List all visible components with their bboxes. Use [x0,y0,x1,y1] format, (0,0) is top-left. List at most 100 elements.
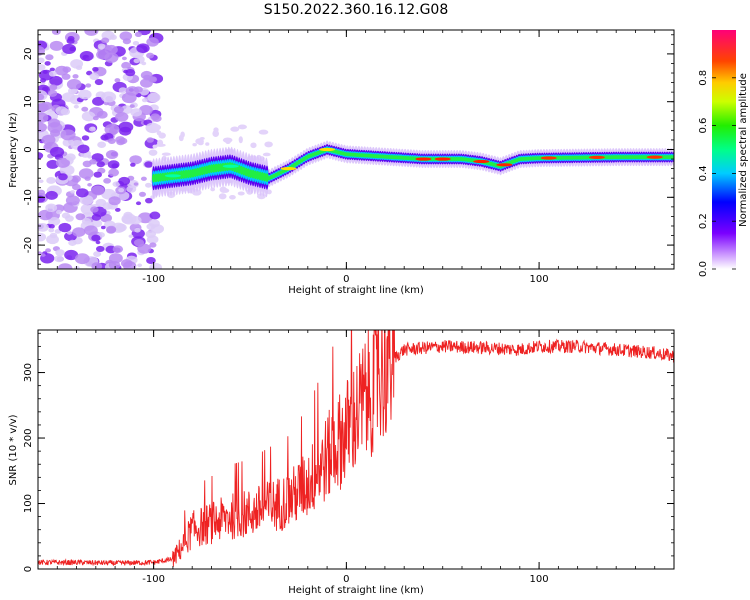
noise-blob [129,155,142,165]
colorbar-gradient [712,30,736,269]
noise-blob [121,56,127,61]
figure-title: S150.2022.360.16.12.G08 [264,2,449,18]
noise-blob [60,129,76,141]
ridge-segment [558,155,563,160]
ridge-segment [265,173,269,183]
noise-blob [100,91,117,103]
ridge-peak [588,155,605,159]
noise-blob [48,217,61,226]
ridge-segment [452,157,456,162]
noise-blob [38,232,47,242]
noise-blob [230,126,240,132]
y-tick-label: 20 [23,48,34,61]
ridge-segment [563,155,567,160]
noise-blob [51,30,61,35]
ridge-segment [431,157,436,162]
noise-blob [122,38,131,45]
noise-blob [129,104,135,108]
noise-blob [66,38,75,45]
noise-blob [97,43,106,50]
ridge-segment [628,155,632,160]
noise-blob [45,248,52,253]
noise-blob [140,176,147,181]
noise-blob [84,30,99,36]
noise-blob [94,78,104,86]
ridge-segment [665,155,669,160]
noise-blob [133,86,143,93]
ridge-segment [609,155,614,160]
x-tick-label: -100 [142,274,165,285]
noise-blob [156,130,162,136]
noise-blob [125,68,136,77]
ridge-peak [415,157,432,161]
noise-blob [38,45,46,56]
noise-blob [118,87,128,94]
noise-blob [139,78,153,88]
noise-blob [108,253,123,264]
ridge-segment [538,156,542,161]
noise-blob [90,206,99,213]
ridge-segment [616,155,621,160]
x-tick-label: -100 [142,574,165,585]
ridge-segment [565,155,570,160]
noise-blob [92,115,99,121]
noise-blob [118,187,125,193]
colorbar-tick-label: 0.2 [698,213,709,229]
ridge-segment [642,155,646,160]
ridge-segment [457,157,461,162]
noise-blob [65,195,80,206]
noise-blob [38,223,49,232]
noise-blob [92,66,99,72]
y-tick-label: 300 [23,363,34,382]
y-tick-label: 10 [23,95,34,108]
noise-blob [118,176,131,186]
ridge-peak [646,155,663,159]
noise-blob [49,75,63,86]
noise-blob [47,118,61,128]
noise-blob [141,61,147,66]
ridge-segment [568,155,572,160]
snr-panel: -100 0 100 0 100 200 300 Height of straight li… [8,329,675,596]
noise-blob [141,98,148,103]
noise-blob [152,124,162,131]
noise-blob [106,226,116,234]
noise-blob [237,191,245,196]
noise-blob [41,86,49,92]
ridge-segment [639,155,644,160]
ridge-segment [584,155,588,160]
noise-blob [38,152,44,160]
noise-blob [84,176,91,181]
ridge-segment [621,155,625,160]
noise-blob [66,78,82,90]
noise-blob [40,253,46,257]
noise-blob [114,78,121,83]
noise-blob [49,84,58,91]
noise-blob [72,183,81,191]
noise-blob [62,43,77,55]
noise-blob [41,134,56,145]
ridge-peak [164,174,181,178]
noise-blob [89,159,97,165]
noise-blob [152,115,162,122]
noise-blob [44,143,52,149]
noise-blob [70,190,76,194]
y-tick-label: -10 [23,189,34,205]
ridge-segment [635,155,639,160]
ridge-segment [556,155,561,160]
noise-blob [81,111,96,122]
noise-blob [114,207,121,212]
noise-blob [38,122,47,133]
noise-blob [38,195,46,203]
noise-blob [258,129,269,135]
noise-blob [192,142,197,147]
noise-blob [93,171,102,178]
noise-blob [137,243,152,254]
spectrogram-image [38,30,674,269]
noise-blob [38,192,43,197]
noise-blob [130,108,142,117]
colorbar-tick-label: 0.6 [698,118,709,134]
noise-blob [42,70,48,74]
noise-blob [147,92,161,103]
